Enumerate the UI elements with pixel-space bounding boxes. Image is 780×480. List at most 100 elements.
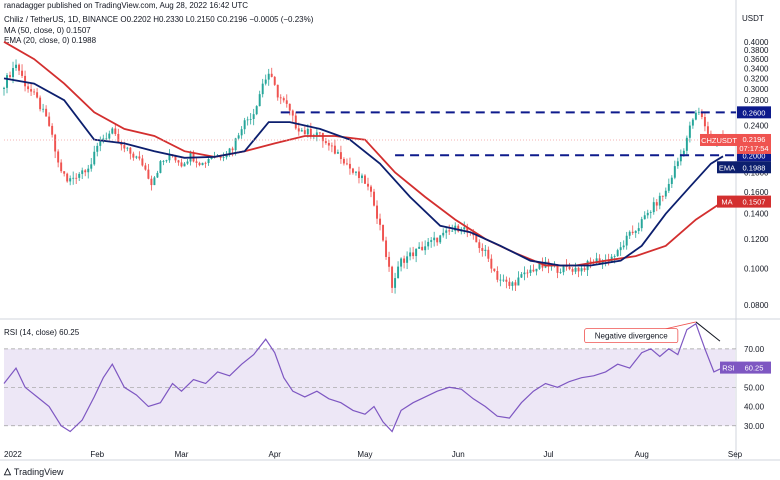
candle-body xyxy=(640,219,643,229)
rsi-tick-label: 30.00 xyxy=(744,422,765,431)
candle-body xyxy=(51,125,54,135)
price-tick-label: 0.1600 xyxy=(744,188,769,197)
ema-name-tag xyxy=(717,161,737,174)
candle-body xyxy=(291,110,294,116)
candle-body xyxy=(204,162,207,164)
candle-body xyxy=(412,252,415,257)
candle-body xyxy=(333,145,336,154)
candle-body xyxy=(361,175,363,179)
candle-body xyxy=(222,157,225,158)
time-tick-label: Jul xyxy=(543,450,553,459)
candle-body xyxy=(463,227,466,230)
candle-body xyxy=(694,112,697,120)
price-tick-label: 0.1000 xyxy=(744,265,769,274)
candle-body xyxy=(93,151,96,165)
candle-body xyxy=(658,195,661,206)
candle-body xyxy=(90,164,93,169)
candle-body xyxy=(72,177,75,179)
candle-body xyxy=(348,163,351,169)
candle-body xyxy=(562,265,565,273)
candle-body xyxy=(508,281,511,286)
candle-body xyxy=(234,138,237,151)
candle-body xyxy=(613,256,616,257)
candle-body xyxy=(285,100,288,104)
candle-body xyxy=(670,177,673,184)
candle-body xyxy=(400,258,403,267)
candle-body xyxy=(490,258,493,269)
candle-body xyxy=(81,170,84,174)
candle-body xyxy=(601,261,604,264)
ma-legend[interactable]: MA (50, close, 0) 0.1507 xyxy=(4,26,91,35)
candle-body xyxy=(156,172,159,178)
candle-body xyxy=(439,235,442,243)
candle-body xyxy=(141,158,144,166)
candle-body xyxy=(655,202,658,206)
candle-body xyxy=(39,97,42,110)
candle-body xyxy=(703,117,706,127)
candle-body xyxy=(267,73,270,80)
currency-label: USDT xyxy=(742,14,764,23)
candle-body xyxy=(691,119,694,126)
ohlc-values: O0.2202 H0.2330 L0.2150 C0.2196 −0.0005 … xyxy=(120,15,314,24)
price-tick-label: 0.2400 xyxy=(744,121,769,130)
candle-body xyxy=(132,153,135,158)
rsi-legend[interactable]: RSI (14, close) 60.25 xyxy=(4,328,80,337)
candle-body xyxy=(679,154,682,162)
time-tick-label: Sep xyxy=(728,450,743,459)
candle-body xyxy=(3,87,5,89)
candle-body xyxy=(499,279,502,281)
candle-body xyxy=(397,266,400,279)
candle-body xyxy=(673,166,676,178)
ma-name-label: MA xyxy=(721,198,732,207)
candle-body xyxy=(382,224,385,241)
candle-body xyxy=(336,152,339,154)
rsi-tick-label: 40.00 xyxy=(744,403,765,412)
candle-body xyxy=(129,147,132,154)
level-price-label: 0.2000 xyxy=(743,151,766,160)
candle-body xyxy=(574,267,577,272)
ema-legend[interactable]: EMA (20, close, 0) 0.1988 xyxy=(4,36,97,45)
time-tick-label: Aug xyxy=(635,450,649,459)
candle-body xyxy=(481,248,484,251)
current-price-tag xyxy=(737,133,771,154)
price-tick-label: 0.3000 xyxy=(744,85,769,94)
candle-body xyxy=(63,171,66,174)
candle-body xyxy=(667,183,670,191)
candle-body xyxy=(685,137,688,151)
price-tick-label: 0.3800 xyxy=(744,46,769,55)
candle-body xyxy=(144,165,147,170)
candle-body xyxy=(406,256,409,263)
candle-body xyxy=(153,177,156,186)
candle-body xyxy=(180,162,183,167)
candle-body xyxy=(511,282,514,286)
candle-body xyxy=(631,231,634,233)
candle-body xyxy=(18,64,21,71)
candle-body xyxy=(541,263,544,268)
symbol-title[interactable]: Chiliz / TetherUS, 1D, BINANCE xyxy=(4,15,119,24)
candle-body xyxy=(162,161,165,162)
candle-body xyxy=(279,97,282,99)
candle-body xyxy=(409,252,412,257)
candle-body xyxy=(123,145,126,149)
time-tick-label: 2022 xyxy=(4,450,22,459)
rsi-name-label: RSI xyxy=(722,364,735,373)
candle-body xyxy=(126,147,129,149)
candle-body xyxy=(475,235,478,243)
candle-body xyxy=(385,240,388,257)
candle-body xyxy=(315,132,318,136)
candle-body xyxy=(496,270,499,280)
symbol-tag-label: CHZUSDT xyxy=(701,136,737,145)
rsi-tick-label: 70.00 xyxy=(744,345,765,354)
candle-body xyxy=(75,177,78,179)
candle-body xyxy=(207,158,210,164)
ma50-line xyxy=(3,41,724,267)
candle-body xyxy=(60,162,63,172)
rsi-value-label: 60.25 xyxy=(745,364,764,373)
time-tick-label: Jun xyxy=(452,450,465,459)
candle-body xyxy=(367,183,369,187)
candle-body xyxy=(78,173,81,178)
candle-body xyxy=(571,269,574,272)
candle-body xyxy=(117,133,120,143)
candle-body xyxy=(186,161,189,164)
